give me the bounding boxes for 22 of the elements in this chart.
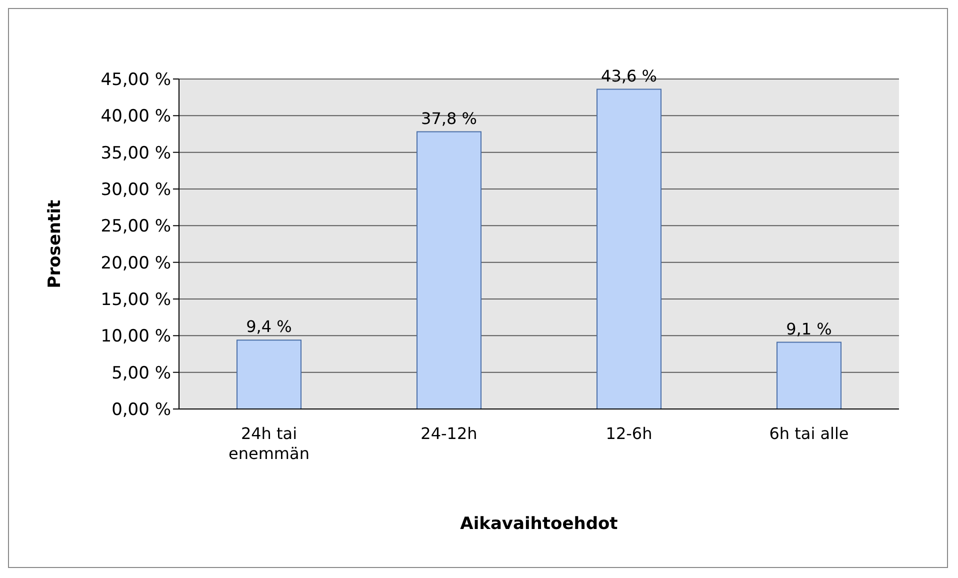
bar <box>236 340 302 409</box>
y-tick-label: 5,00 % <box>112 363 171 384</box>
bar <box>416 131 482 409</box>
y-tick-label: 15,00 % <box>100 290 171 310</box>
y-tick-label: 35,00 % <box>100 143 171 164</box>
data-label: 9,4 % <box>246 317 292 336</box>
x-axis-title: Aikavaihtoehdot <box>460 514 618 534</box>
bar <box>596 88 662 409</box>
y-tick-label: 45,00 % <box>100 70 171 90</box>
data-label: 9,1 % <box>786 319 832 338</box>
bar <box>776 342 842 409</box>
y-tick-label: 25,00 % <box>100 216 171 237</box>
y-axis-title: Prosentit <box>45 200 66 288</box>
y-tick-label: 40,00 % <box>100 106 171 127</box>
x-tick-label: 24h tai enemmän <box>228 424 310 463</box>
x-tick-label: 6h tai alle <box>769 424 849 443</box>
y-tick-label: 0,00 % <box>112 400 171 420</box>
y-tick-label: 20,00 % <box>100 253 171 274</box>
x-tick-label: 24-12h <box>420 424 478 443</box>
x-tick-label: 12-6h <box>606 424 652 443</box>
y-tick-label: 30,00 % <box>100 180 171 200</box>
y-tick-label: 10,00 % <box>100 326 171 347</box>
